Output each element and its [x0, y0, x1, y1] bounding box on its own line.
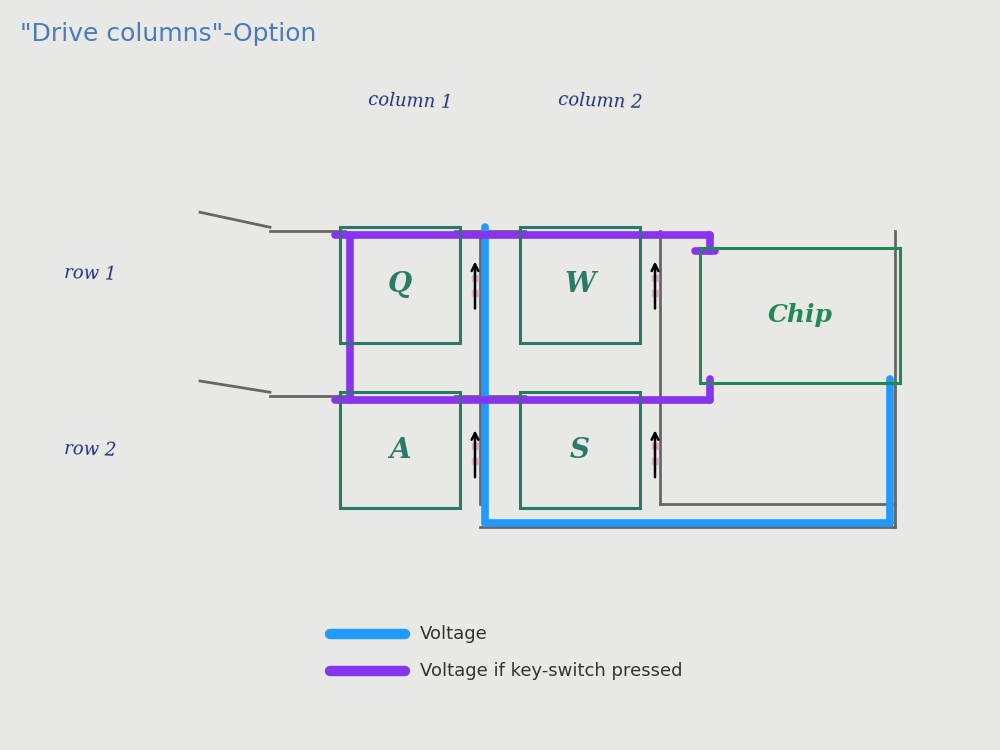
Text: S: S: [570, 436, 590, 463]
Text: row 2: row 2: [64, 440, 116, 460]
Text: column 2: column 2: [558, 91, 642, 112]
Text: Chip: Chip: [768, 303, 832, 327]
Text: row 1: row 1: [64, 264, 116, 284]
Text: W: W: [564, 272, 596, 298]
Text: Voltage if key-switch pressed: Voltage if key-switch pressed: [420, 662, 682, 680]
Text: Q: Q: [388, 272, 412, 298]
Text: Voltage: Voltage: [420, 625, 488, 643]
Text: A: A: [389, 436, 411, 463]
Text: "Drive columns"-Option: "Drive columns"-Option: [20, 22, 316, 46]
Text: column 1: column 1: [368, 91, 452, 112]
